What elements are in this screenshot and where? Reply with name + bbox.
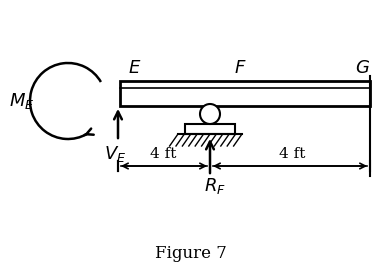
Circle shape — [200, 104, 220, 124]
Text: $G$: $G$ — [356, 59, 371, 77]
Text: $R_F$: $R_F$ — [204, 176, 226, 196]
Text: $E$: $E$ — [128, 59, 142, 77]
Text: $M_E$: $M_E$ — [9, 91, 35, 111]
Text: 4 ft: 4 ft — [150, 147, 176, 161]
Bar — [185, 124, 235, 134]
Text: 4 ft: 4 ft — [279, 147, 305, 161]
Text: $F$: $F$ — [234, 59, 246, 77]
Bar — [120, 81, 370, 106]
Text: $V_E$: $V_E$ — [104, 144, 126, 164]
Text: Figure 7: Figure 7 — [155, 245, 227, 262]
